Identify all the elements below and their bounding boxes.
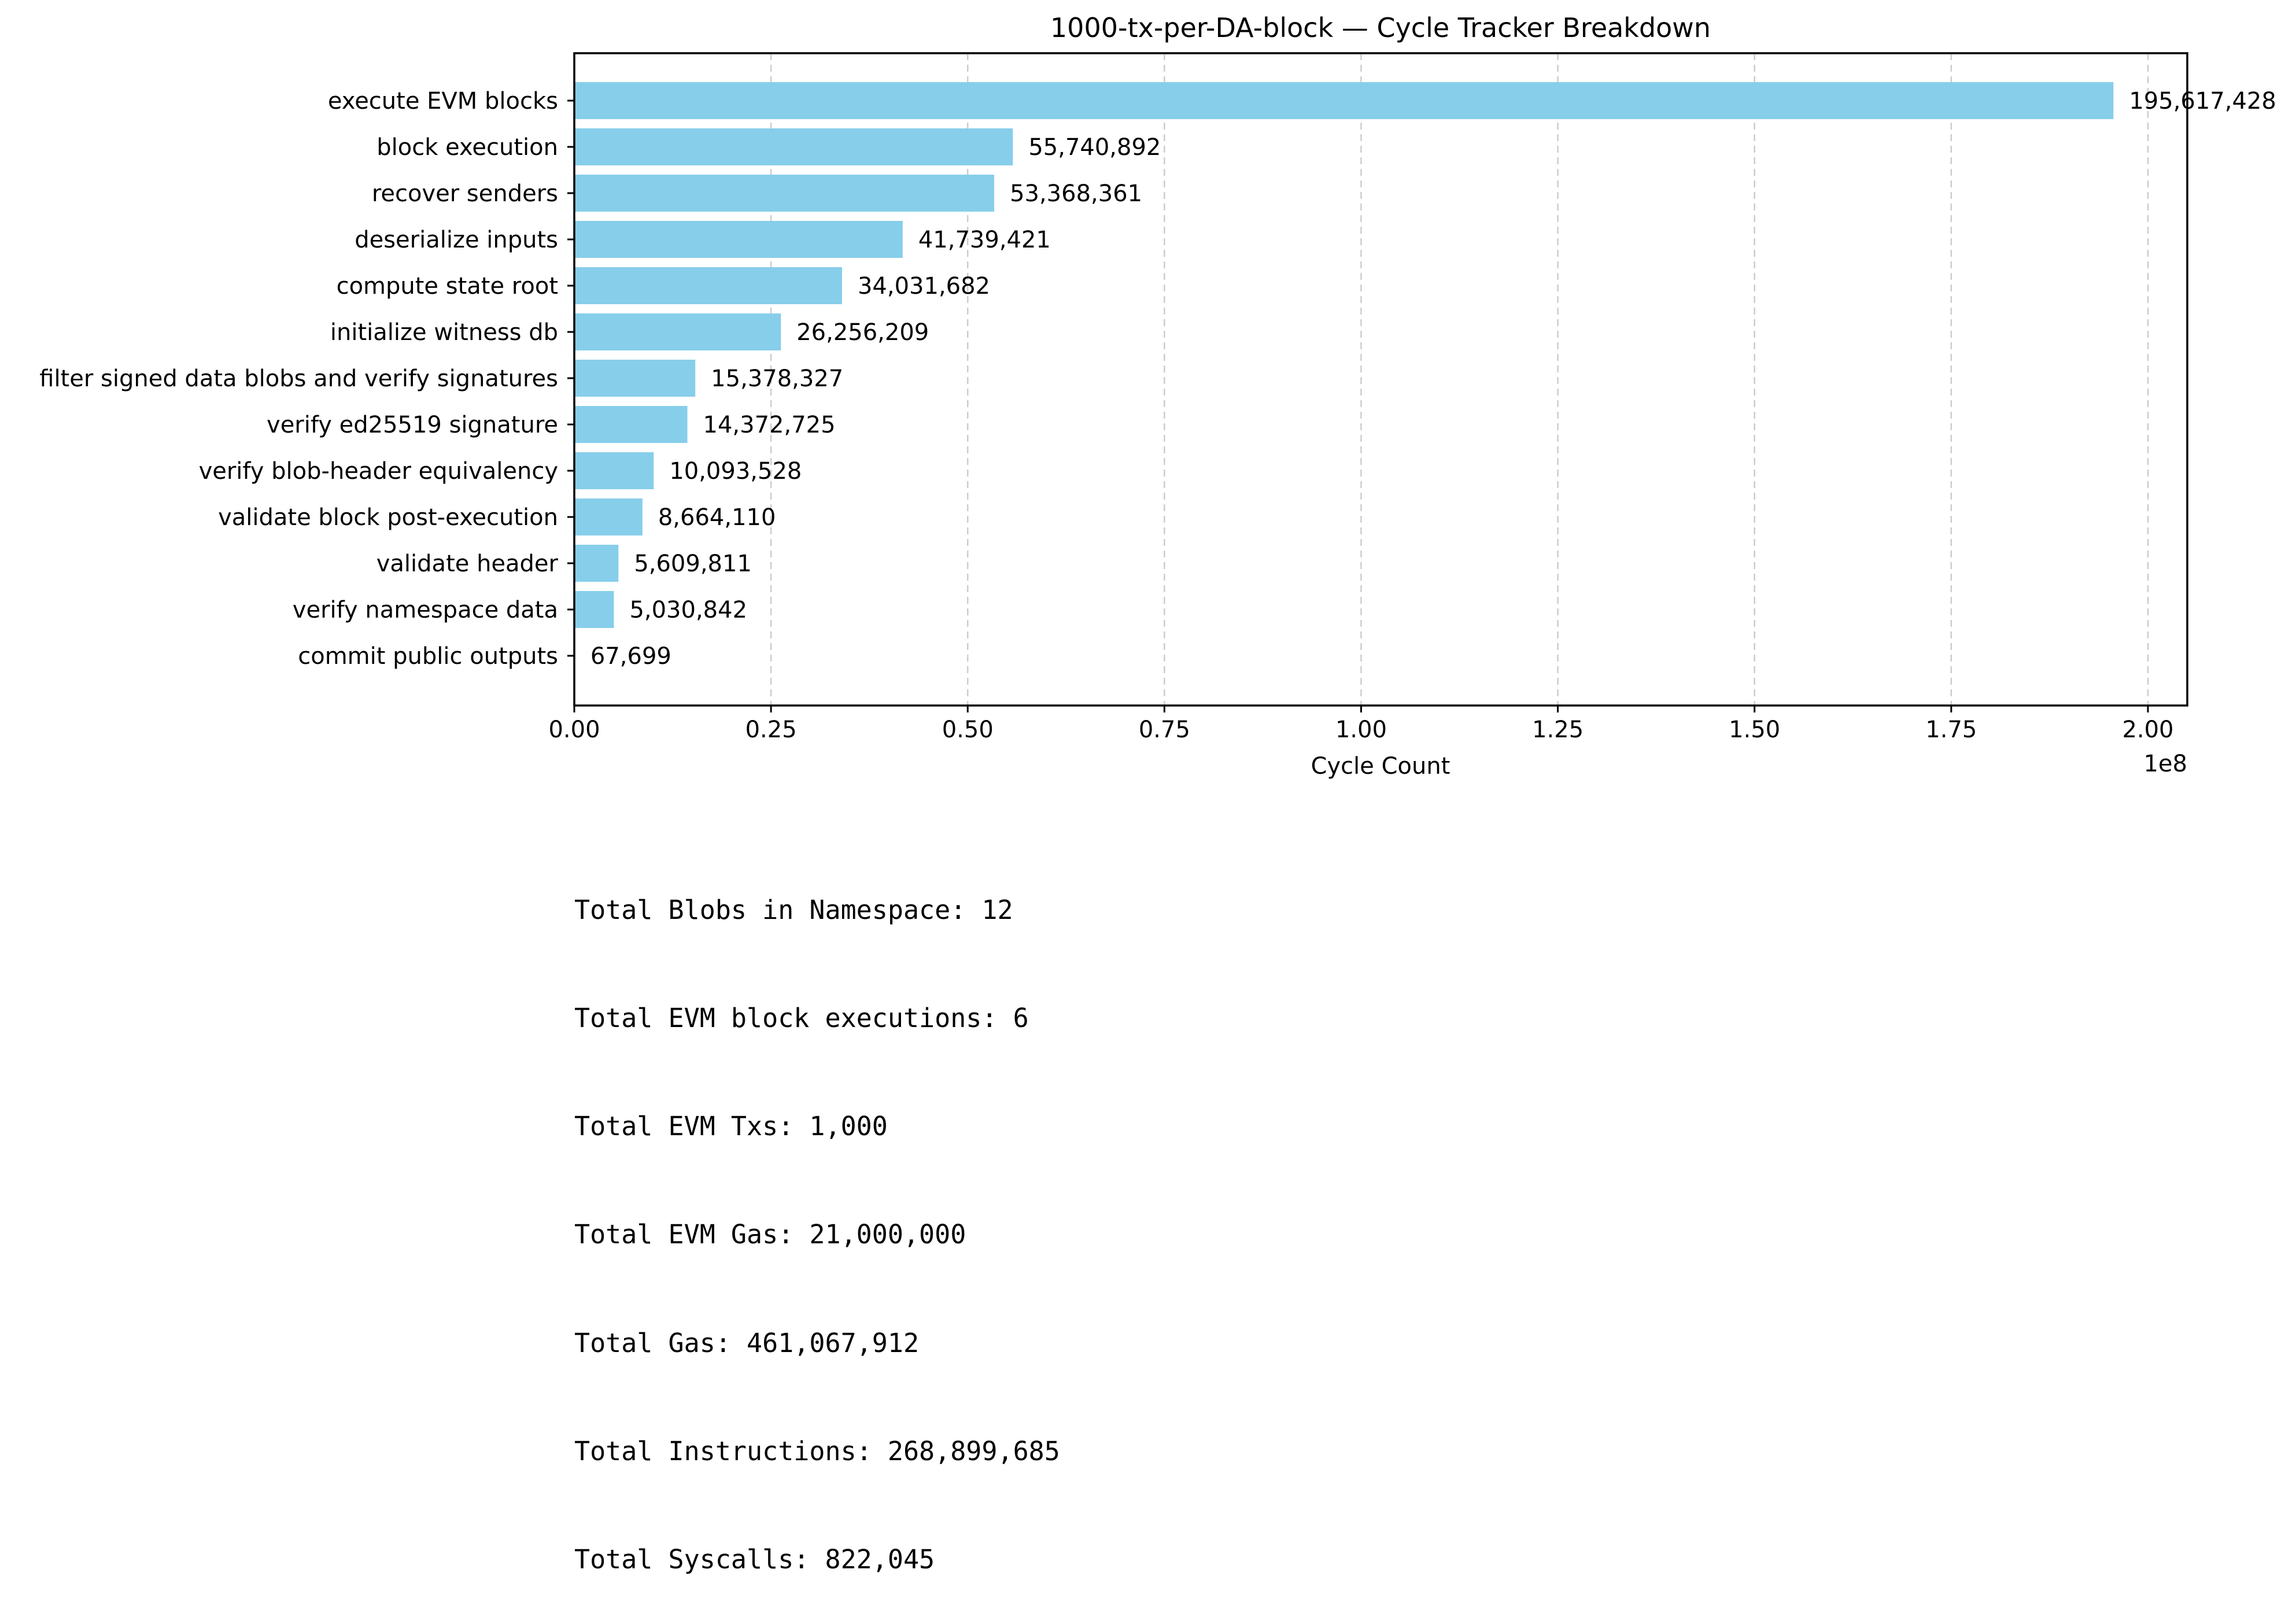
category-label: commit public outputs: [298, 643, 558, 670]
bar: [574, 452, 654, 489]
x-tick-label: 2.00: [2122, 716, 2173, 743]
summary-line: Total Blobs in Namespace: 12: [574, 894, 1013, 925]
category-label: compute state root: [337, 273, 558, 300]
x-tick-label: 0.00: [548, 716, 600, 743]
x-tick-label: 1.50: [1729, 716, 1780, 743]
bar-value-label: 67,699: [590, 643, 671, 670]
bar-value-labels: 195,617,428 55,740,892 53,368,361 41,739,42…: [590, 88, 2276, 670]
bar-value-label: 34,031,682: [858, 273, 990, 300]
x-tick-label: 0.75: [1139, 716, 1190, 743]
category-label: validate block post-execution: [218, 504, 558, 531]
cycle-tracker-chart: 1000-tx-per-DA-block — Cycle Tracker Bre…: [39, 12, 2276, 780]
summary-line: Total Gas: 461,067,912: [574, 1327, 920, 1358]
bar-value-label: 55,740,892: [1028, 134, 1161, 161]
x-tick-label: 1.25: [1532, 716, 1583, 743]
bar-value-label: 8,664,110: [658, 504, 776, 531]
bar-value-label: 5,030,842: [629, 597, 747, 623]
bar: [574, 313, 781, 350]
bar: [574, 267, 842, 304]
run-summary: Total Blobs in Namespace: 12 Total EVM b…: [574, 820, 1060, 1614]
bar-value-label: 14,372,725: [703, 412, 836, 438]
bar: [574, 128, 1013, 165]
bar: [574, 82, 2114, 119]
bar: [574, 498, 643, 535]
category-label: deserialize inputs: [355, 227, 558, 253]
category-label: block execution: [376, 134, 558, 161]
bar-value-label: 26,256,209: [796, 319, 929, 346]
bar-value-label: 15,378,327: [711, 365, 843, 392]
x-tick-label: 1.75: [1925, 716, 1977, 743]
summary-line: Total Instructions: 268,899,685: [574, 1435, 1060, 1467]
category-label: verify namespace data: [293, 597, 558, 623]
summary-line: Total EVM block executions: 6: [574, 1003, 1029, 1034]
bar-value-label: 41,739,421: [918, 227, 1051, 253]
x-axis-ticks: 0.00 0.25 0.50 0.75 1.00 1.25 1.50 1.75 2.00: [548, 706, 2174, 743]
x-axis-label: Cycle Count: [1311, 753, 1450, 780]
y-axis-category-labels: execute EVM blocks block execution recover…: [39, 88, 574, 670]
category-label: verify blob-header equivalency: [199, 458, 558, 485]
bar: [574, 221, 903, 258]
bar-value-label: 10,093,528: [669, 458, 802, 485]
category-label: filter signed data blobs and verify sign…: [39, 365, 558, 392]
x-axis-offset-label: 1e8: [2143, 751, 2187, 777]
summary-line: Total Syscalls: 822,045: [574, 1544, 935, 1575]
bar-value-label: 195,617,428: [2129, 88, 2276, 115]
category-label: validate header: [376, 551, 559, 577]
category-label: verify ed25519 signature: [267, 412, 558, 438]
bar-value-label: 53,368,361: [1010, 180, 1142, 207]
summary-line: Total EVM Txs: 1,000: [574, 1111, 888, 1142]
category-label: execute EVM blocks: [328, 88, 558, 115]
category-label: recover senders: [372, 180, 558, 207]
summary-line: Total EVM Gas: 21,000,000: [574, 1219, 966, 1250]
bar: [574, 406, 688, 443]
bar-value-label: 5,609,811: [634, 551, 752, 577]
bars: [574, 82, 2114, 674]
bar: [574, 545, 619, 582]
category-label: initialize witness db: [330, 319, 558, 346]
x-tick-label: 0.25: [745, 716, 797, 743]
bar: [574, 175, 995, 212]
chart-title: 1000-tx-per-DA-block — Cycle Tracker Bre…: [1050, 12, 1711, 43]
bar: [574, 591, 614, 628]
x-tick-label: 0.50: [942, 716, 994, 743]
x-tick-label: 1.00: [1335, 716, 1387, 743]
plot-frame: [573, 52, 2188, 707]
bar: [574, 360, 696, 397]
